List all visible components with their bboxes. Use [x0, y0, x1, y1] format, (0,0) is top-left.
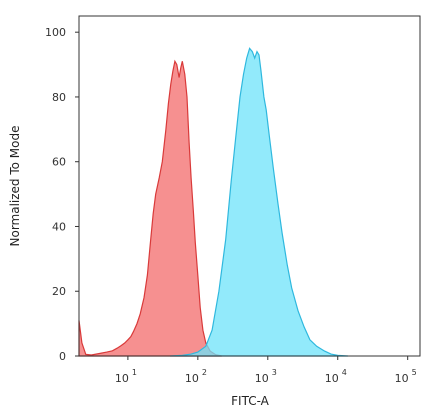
x-tick-label: 10	[185, 372, 199, 385]
y-tick-label: 20	[52, 285, 66, 298]
y-tick-label: 40	[52, 220, 66, 233]
x-tick-label: 10	[395, 372, 409, 385]
x-tick-exponent: 1	[132, 368, 137, 377]
y-tick-label: 100	[45, 26, 66, 39]
series-2-histogram	[169, 47, 349, 357]
x-axis-title: FITC-A	[231, 394, 270, 408]
y-tick-label: 60	[52, 156, 66, 169]
plot-frame	[78, 15, 421, 357]
x-axis: 10 1 10 2 10 3 10 4 10 5	[115, 356, 417, 385]
x-tick-exponent: 4	[342, 368, 347, 377]
x-tick-label: 10	[325, 372, 339, 385]
y-tick-label: 80	[52, 91, 66, 104]
x-tick-exponent: 3	[272, 368, 277, 377]
x-tick-label: 10	[115, 372, 129, 385]
x-tick-exponent: 2	[202, 368, 207, 377]
series-1-histogram	[78, 59, 222, 357]
y-axis-title: Normalized To Mode	[8, 125, 22, 246]
series-layer	[78, 47, 349, 357]
y-axis: 0 20 40 60 80 100	[45, 26, 79, 363]
y-tick-label: 0	[59, 350, 66, 363]
x-tick-exponent: 5	[412, 368, 417, 377]
x-tick-label: 10	[255, 372, 269, 385]
